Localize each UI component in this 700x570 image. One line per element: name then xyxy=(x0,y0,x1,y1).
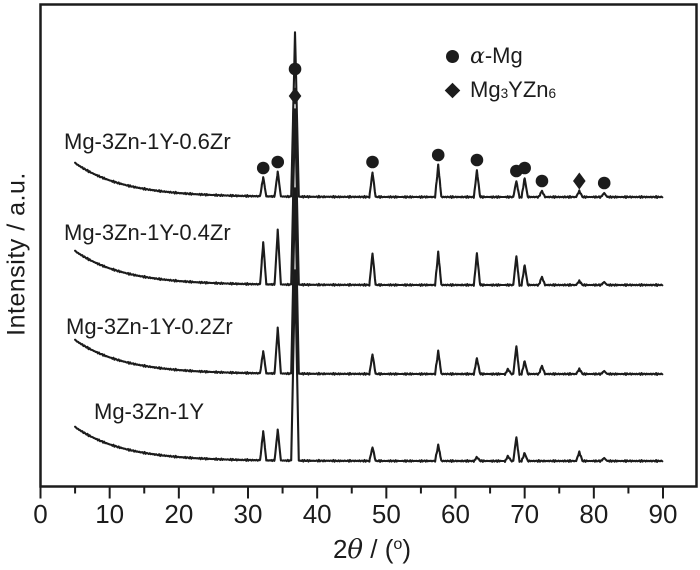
x-tick-label: 70 xyxy=(510,499,539,529)
legend-marker-cell xyxy=(444,82,470,98)
diamond-marker-icon xyxy=(444,82,461,98)
y-axis-label: Intensity / a.u. xyxy=(2,172,31,336)
x-tick-label: 10 xyxy=(95,499,124,529)
peak-marker-circle xyxy=(597,176,611,190)
alpha-symbol: α xyxy=(470,43,485,69)
peak-marker-circle xyxy=(256,161,270,175)
x-axis-label-mid: / ( xyxy=(363,534,394,564)
x-tick-label: 50 xyxy=(372,499,401,529)
theta-symbol: θ xyxy=(347,535,364,565)
legend-label-mg3yzn6-p2: YZn xyxy=(508,77,549,102)
legend-label-mg3yzn6-p1: Mg xyxy=(470,77,501,102)
x-tick-label: 20 xyxy=(164,499,193,529)
sample-label-base: Mg-3Zn-1Y xyxy=(94,399,205,424)
legend-label-alpha-mg: -Mg xyxy=(484,43,523,68)
legend: α -Mg Mg 3 YZn 6 xyxy=(444,43,557,111)
x-axis-label: 2θ / (o) xyxy=(333,534,411,565)
legend-entry-alpha-mg: α -Mg xyxy=(446,43,556,69)
xrd-trace xyxy=(74,187,664,376)
peak-marker-circle xyxy=(288,62,302,76)
x-axis-label-end: ) xyxy=(402,534,412,564)
legend-label-mg3yzn6-sub2: 6 xyxy=(548,86,557,102)
x-tick-label: 60 xyxy=(441,499,470,529)
x-tick-label: 90 xyxy=(649,499,678,529)
peak-marker-diamond xyxy=(288,87,302,105)
xrd-trace xyxy=(74,31,664,199)
legend-entry-mg3yzn6: Mg 3 YZn 6 xyxy=(444,77,557,103)
peak-marker-circle xyxy=(431,148,445,162)
peak-marker-diamond xyxy=(573,172,586,190)
legend-label-mg3yzn6-sub1: 3 xyxy=(500,86,509,102)
xrd-trace xyxy=(74,269,664,463)
circle-marker-icon xyxy=(446,49,459,63)
x-tick-label: 0 xyxy=(33,499,47,529)
peak-marker-circle xyxy=(518,161,531,175)
peak-marker-circle xyxy=(470,153,484,167)
peak-marker-circle xyxy=(271,155,285,169)
x-tick-label: 30 xyxy=(234,499,263,529)
degree-symbol: o xyxy=(393,535,403,554)
peak-marker-circle xyxy=(535,174,549,188)
xrd-trace xyxy=(74,108,664,287)
x-tick-label: 80 xyxy=(579,499,608,529)
sample-label-0.4Zr: Mg-3Zn-1Y-0.4Zr xyxy=(64,220,231,245)
plot-border xyxy=(39,3,698,488)
x-tick-label: 40 xyxy=(303,499,332,529)
peak-marker-circle xyxy=(366,155,379,169)
sample-label-0.6Zr: Mg-3Zn-1Y-0.6Zr xyxy=(64,129,231,154)
x-axis-label-prefix: 2 xyxy=(332,534,348,564)
legend-marker-cell xyxy=(446,49,470,63)
sample-label-0.2Zr: Mg-3Zn-1Y-0.2Zr xyxy=(66,314,233,339)
